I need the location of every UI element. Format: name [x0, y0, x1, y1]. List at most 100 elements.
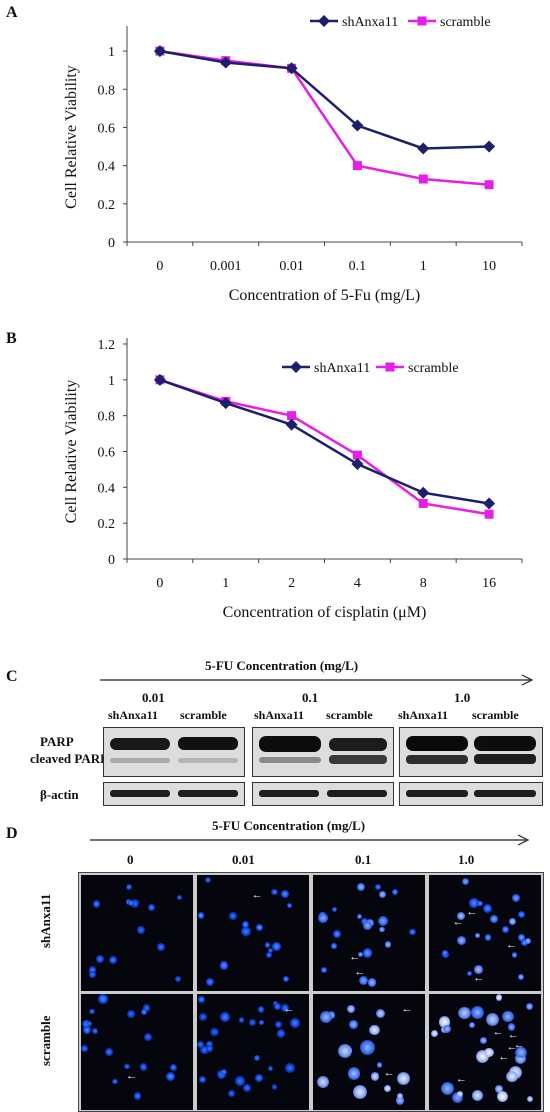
data-point: [417, 142, 430, 155]
nucleus: [479, 1037, 487, 1044]
data-point: [219, 397, 232, 410]
nucleus: [148, 904, 156, 912]
nucleus: [273, 1002, 281, 1010]
nucleus: [318, 913, 328, 923]
nucleus: [198, 1075, 206, 1083]
nucleus: [81, 1044, 89, 1053]
nucleus: [470, 1005, 485, 1020]
data-point: [483, 497, 496, 510]
nucleus: [408, 928, 416, 936]
arrow-icon: ←: [126, 1069, 137, 1082]
arrow-icon: ←: [354, 965, 366, 978]
nucleus: [484, 933, 492, 941]
micro-image: [81, 875, 193, 991]
nucleus: [206, 1040, 213, 1048]
nucleus: [347, 1067, 361, 1080]
micro-row-label-shanxa11: shAnxa11: [38, 893, 53, 948]
nucleus: [258, 1006, 265, 1013]
nucleus: [456, 935, 466, 945]
series-line: [159, 378, 490, 516]
micro-image: ← ←: [313, 994, 425, 1110]
data-point: [483, 140, 496, 153]
nucleus: [265, 951, 272, 958]
arrow-icon: ←: [492, 1025, 504, 1038]
nucleus: [367, 977, 377, 987]
nucleus: [526, 1096, 533, 1103]
nucleus: [521, 939, 528, 946]
nucleus: [333, 929, 342, 939]
nucleus: [509, 917, 517, 925]
nucleus: [144, 1032, 153, 1041]
nucleus: [482, 904, 492, 914]
data-point: [352, 161, 362, 171]
legend-marker: [290, 361, 302, 373]
nucleus: [379, 926, 385, 933]
blot-lane-label: scramble: [326, 708, 373, 722]
nucleus: [259, 1019, 265, 1025]
blot-image-conc-2: [399, 727, 543, 777]
nucleus: [517, 973, 524, 980]
y-tick-label: 0.6: [98, 121, 116, 136]
nucleus: [458, 1006, 471, 1020]
nucleus: [466, 970, 473, 977]
nucleus: [198, 996, 205, 1003]
nucleus: [290, 1017, 300, 1028]
series-line: [159, 49, 490, 150]
nucleus: [255, 1074, 263, 1082]
nucleus: [238, 1017, 245, 1023]
x-tick-label: 1: [420, 259, 427, 274]
x-tick-label: 4: [354, 576, 361, 591]
nucleus: [235, 1076, 245, 1086]
nucleus: [96, 955, 105, 964]
nucleus: [209, 1027, 219, 1037]
data-point: [484, 180, 494, 190]
x-axis-label: Concentration of 5-Fu (mg/L): [229, 287, 421, 304]
nucleus: [512, 893, 520, 902]
nucleus: [86, 1020, 93, 1027]
nucleus: [495, 994, 503, 1001]
nucleus: [384, 1084, 392, 1092]
x-tick-label: 0.01: [279, 259, 304, 274]
nucleus: [126, 884, 132, 891]
nucleus: [242, 920, 250, 928]
nucleus: [378, 891, 387, 899]
nucleus: [469, 898, 479, 908]
nucleus: [431, 1029, 439, 1037]
nucleus: [511, 952, 518, 958]
nucleus: [137, 925, 146, 935]
nucleus: [281, 1003, 290, 1012]
nucleus: [197, 912, 205, 919]
micro-conc-1: 0.01: [232, 852, 255, 867]
x-tick-label: 1: [222, 576, 229, 591]
micro-grid: ← ← ← ← ← ← ← ← ← ← ← ← ← ← ← ← ←: [78, 872, 544, 1112]
nucleus: [156, 942, 165, 951]
nucleus: [205, 978, 214, 986]
data-point: [153, 45, 166, 58]
nucleus: [471, 1089, 483, 1101]
x-tick-label: 0: [156, 259, 163, 274]
blot-lane-label: scramble: [472, 708, 519, 722]
data-point: [351, 458, 364, 471]
nucleus: [271, 888, 278, 896]
nucleus: [97, 994, 108, 1005]
arrow-icon: ←: [283, 1003, 295, 1016]
nucleus: [378, 915, 389, 926]
nucleus: [506, 1070, 518, 1082]
blot-lane-label: shAnxa11: [254, 708, 305, 722]
nucleus: [397, 1093, 403, 1099]
nucleus: [346, 1004, 355, 1013]
nucleus: [363, 921, 372, 930]
blot-title: 5-FU Concentration (mg/L): [205, 658, 359, 673]
nucleus: [281, 890, 289, 898]
nucleus: [199, 1045, 209, 1055]
data-point: [484, 509, 494, 519]
arrow-icon: ←: [466, 905, 478, 918]
nucleus: [271, 1084, 278, 1090]
y-tick-label: 1: [108, 45, 115, 60]
data-point: [287, 411, 297, 421]
nucleus: [484, 1047, 494, 1057]
nucleus: [124, 1063, 130, 1070]
nucleus: [358, 975, 369, 986]
micro-conc-3: 1.0: [458, 852, 475, 867]
legend-label: scramble: [408, 361, 459, 376]
